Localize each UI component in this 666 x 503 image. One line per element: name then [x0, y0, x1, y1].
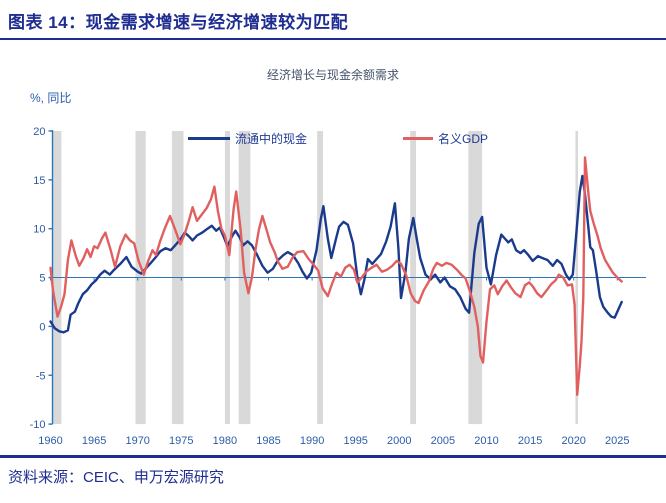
gdp-legend-label: 名义GDP [438, 132, 489, 146]
x-tick-label: 1990 [300, 435, 324, 447]
cash-legend-line-swatch [188, 137, 230, 140]
legend-item-gdp: 名义GDP [403, 132, 489, 146]
y-tick-label: 0 [39, 321, 45, 333]
x-tick-label: 1985 [256, 435, 280, 447]
y-tick-label: 20 [33, 126, 45, 138]
cash-legend-label: 流通中的现金 [235, 132, 308, 146]
y-tick-label: -10 [30, 419, 46, 431]
footer-rule [0, 455, 666, 458]
x-tick-label: 1995 [343, 435, 367, 447]
chart-title: 经济增长与现金余额需求 [266, 68, 399, 82]
x-tick-label: 2010 [474, 435, 498, 447]
x-tick-label: 1975 [169, 435, 193, 447]
source-note: 资料来源：CEIC、申万宏源研究 [8, 469, 224, 486]
x-tick-label: 2015 [518, 435, 542, 447]
y-tick-label: 15 [33, 175, 45, 187]
x-tick-label: 2005 [431, 435, 455, 447]
x-tick-label: 1980 [213, 435, 237, 447]
nominal-gdp-line [49, 156, 623, 396]
x-tick-label: 1960 [38, 435, 62, 447]
x-tick-label: 1965 [82, 435, 106, 447]
y-tick-label: 10 [33, 224, 45, 236]
x-tick-label: 2025 [605, 435, 629, 447]
title-underline-rule [0, 38, 666, 40]
cash-in-circulation-line [49, 174, 623, 334]
figure-title: 图表 14：现金需求增速与经济增速较为匹配 [8, 13, 349, 32]
gdp-legend-line-swatch [403, 137, 433, 140]
x-tick-label: 2000 [387, 435, 411, 447]
y-tick-label: 5 [39, 273, 45, 285]
x-tick-label: 2020 [561, 435, 585, 447]
legend-item-cash: 流通中的现金 [188, 132, 308, 146]
y-axis-unit-label: %, 同比 [30, 91, 72, 105]
x-tick-label: 1970 [125, 435, 149, 447]
y-tick-label: -5 [36, 370, 46, 382]
